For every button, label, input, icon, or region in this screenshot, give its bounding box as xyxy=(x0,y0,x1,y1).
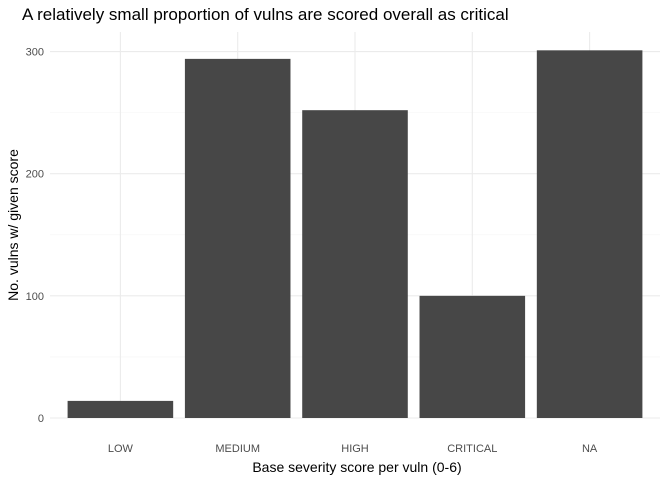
y-tick-label: 200 xyxy=(26,169,44,181)
x-tick-label: NA xyxy=(582,443,598,455)
x-tick-label: LOW xyxy=(108,443,134,455)
x-tick-label: MEDIUM xyxy=(215,443,260,455)
bar-high xyxy=(302,110,408,418)
y-axis-label: No. vulns w/ given score xyxy=(5,149,21,301)
bar-critical xyxy=(419,295,526,418)
bar-na xyxy=(536,50,643,418)
x-axis-ticks: LOW MEDIUM HIGH CRITICAL NA xyxy=(108,443,598,455)
bar-low xyxy=(67,400,174,418)
x-tick-label: HIGH xyxy=(341,443,369,455)
y-tick-label: 100 xyxy=(26,291,44,303)
y-tick-label: 0 xyxy=(38,413,44,425)
bars xyxy=(67,50,643,419)
x-axis-label: Base severity score per vuln (0-6) xyxy=(252,459,461,475)
bar-medium xyxy=(184,58,291,419)
y-tick-label: 300 xyxy=(26,47,44,59)
chart-title: A relatively small proportion of vulns a… xyxy=(22,5,509,24)
x-tick-label: CRITICAL xyxy=(447,443,497,455)
y-axis-ticks: 0 100 200 300 xyxy=(26,47,44,425)
